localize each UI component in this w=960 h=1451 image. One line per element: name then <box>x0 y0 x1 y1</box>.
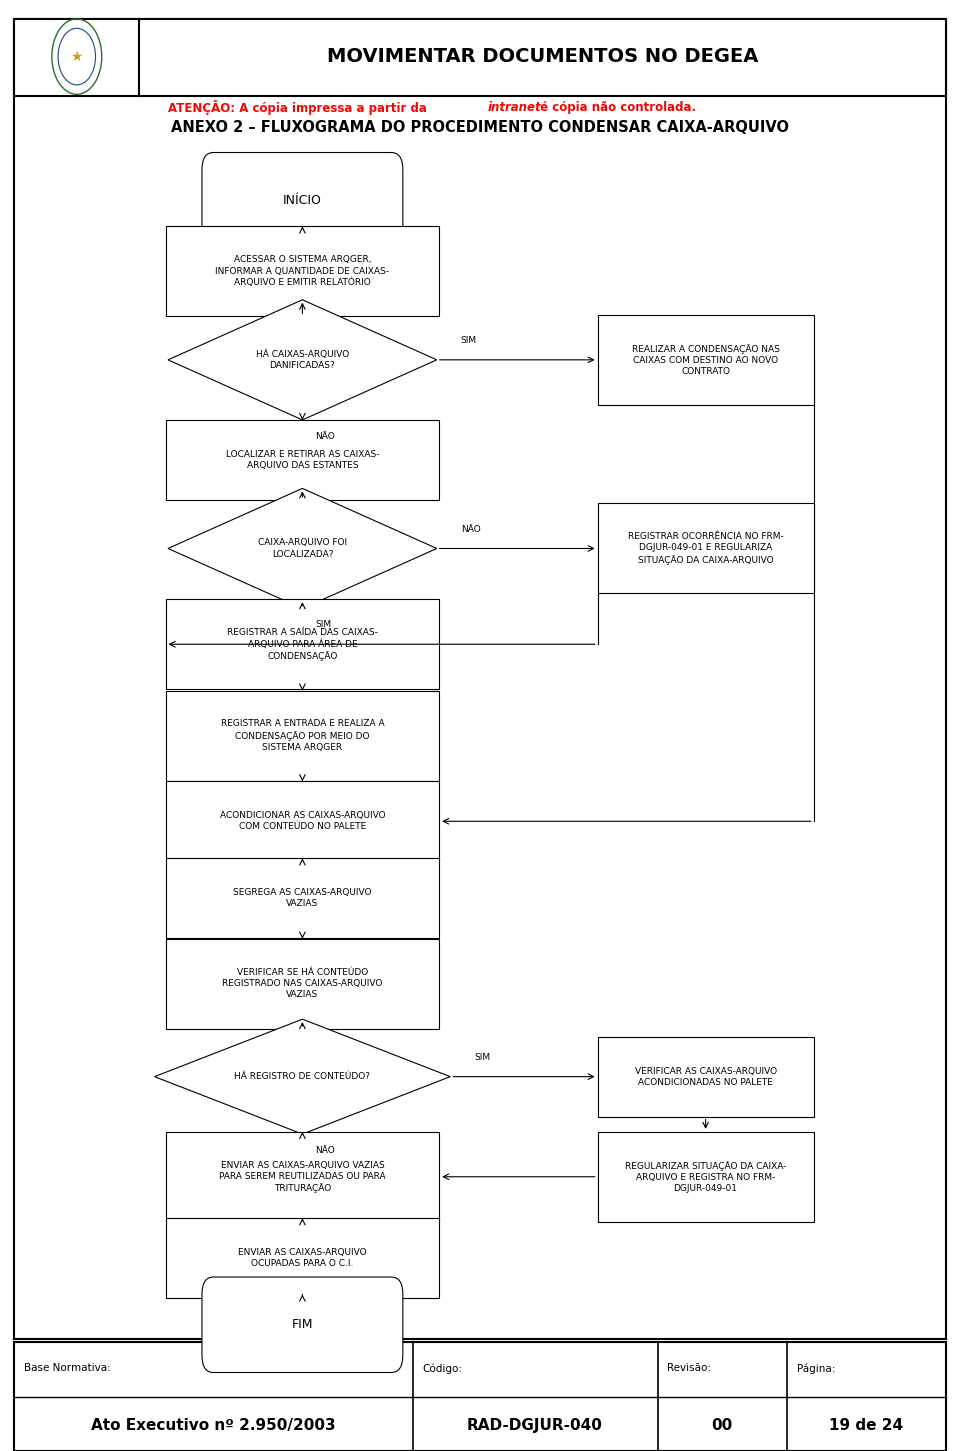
FancyBboxPatch shape <box>202 152 403 248</box>
FancyBboxPatch shape <box>597 315 813 405</box>
Polygon shape <box>155 1019 450 1135</box>
FancyBboxPatch shape <box>166 1132 440 1222</box>
Text: NÃO: NÃO <box>315 431 335 441</box>
Text: 00: 00 <box>711 1419 732 1434</box>
Text: é cópia não controlada.: é cópia não controlada. <box>536 102 696 113</box>
Text: ANEXO 2 – FLUXOGRAMA DO PROCEDIMENTO CONDENSAR CAIXA-ARQUIVO: ANEXO 2 – FLUXOGRAMA DO PROCEDIMENTO CON… <box>171 120 789 135</box>
Text: ENVIAR AS CAIXAS-ARQUIVO VAZIAS
PARA SEREM REUTILIZADAS OU PARA
TRITURAÇÃO: ENVIAR AS CAIXAS-ARQUIVO VAZIAS PARA SER… <box>219 1161 386 1193</box>
FancyBboxPatch shape <box>597 1132 813 1222</box>
Text: Ato Executivo nº 2.950/2003: Ato Executivo nº 2.950/2003 <box>91 1419 335 1434</box>
Text: REALIZAR A CONDENSAÇÃO NAS
CAIXAS COM DESTINO AO NOVO
CONTRATO: REALIZAR A CONDENSAÇÃO NAS CAIXAS COM DE… <box>632 344 780 376</box>
Text: VERIFICAR SE HÁ CONTEÚDO
REGISTRADO NAS CAIXAS-ARQUIVO
VAZIAS: VERIFICAR SE HÁ CONTEÚDO REGISTRADO NAS … <box>222 968 383 1000</box>
Text: ACESSAR O SISTEMA ARQGER,
INFORMAR A QUANTIDADE DE CAIXAS-
ARQUIVO E EMITIR RELA: ACESSAR O SISTEMA ARQGER, INFORMAR A QUA… <box>215 255 390 287</box>
FancyBboxPatch shape <box>166 421 440 499</box>
Text: REGULARIZAR SITUAÇÃO DA CAIXA-
ARQUIVO E REGISTRA NO FRM-
DGJUR-049-01: REGULARIZAR SITUAÇÃO DA CAIXA- ARQUIVO E… <box>625 1161 786 1193</box>
FancyBboxPatch shape <box>166 691 440 781</box>
Text: REGISTRAR OCORRÊNCIA NO FRM-
DGJUR-049-01 E REGULARIZA
SITUAÇÃO DA CAIXA-ARQUIVO: REGISTRAR OCORRÊNCIA NO FRM- DGJUR-049-0… <box>628 533 783 564</box>
Text: VERIFICAR AS CAIXAS-ARQUIVO
ACONDICIONADAS NO PALETE: VERIFICAR AS CAIXAS-ARQUIVO ACONDICIONAD… <box>635 1066 777 1087</box>
Polygon shape <box>168 489 437 608</box>
FancyBboxPatch shape <box>14 19 946 96</box>
FancyBboxPatch shape <box>166 1219 440 1297</box>
Text: NÃO: NÃO <box>315 1146 335 1155</box>
Text: FIM: FIM <box>292 1319 313 1331</box>
Text: SIM: SIM <box>461 337 477 345</box>
Text: Código:: Código: <box>422 1362 463 1374</box>
FancyBboxPatch shape <box>166 939 440 1029</box>
Text: 19 de 24: 19 de 24 <box>828 1419 903 1434</box>
Text: SIM: SIM <box>315 620 331 630</box>
Text: INÍCIO: INÍCIO <box>283 194 322 206</box>
Text: LOCALIZAR E RETIRAR AS CAIXAS-
ARQUIVO DAS ESTANTES: LOCALIZAR E RETIRAR AS CAIXAS- ARQUIVO D… <box>226 450 379 470</box>
FancyBboxPatch shape <box>597 1036 813 1117</box>
Text: REGISTRAR A SAÍDA DAS CAIXAS-
ARQUIVO PARA ÁREA DE
CONDENSAÇÃO: REGISTRAR A SAÍDA DAS CAIXAS- ARQUIVO PA… <box>227 628 378 660</box>
Text: ATENÇÃO: A cópia impressa a partir da: ATENÇÃO: A cópia impressa a partir da <box>168 100 431 115</box>
Text: RAD-DGJUR-040: RAD-DGJUR-040 <box>467 1419 603 1434</box>
Text: ACONDICIONAR AS CAIXAS-ARQUIVO
COM CONTEÚDO NO PALETE: ACONDICIONAR AS CAIXAS-ARQUIVO COM CONTE… <box>220 811 385 831</box>
FancyBboxPatch shape <box>202 1277 403 1373</box>
FancyBboxPatch shape <box>14 19 946 1339</box>
FancyBboxPatch shape <box>166 599 440 689</box>
Text: SIM: SIM <box>474 1053 491 1062</box>
FancyBboxPatch shape <box>597 503 813 593</box>
Text: ENVIAR AS CAIXAS-ARQUIVO
OCUPADAS PARA O C.I.: ENVIAR AS CAIXAS-ARQUIVO OCUPADAS PARA O… <box>238 1248 367 1268</box>
FancyBboxPatch shape <box>166 782 440 862</box>
Text: HÁ REGISTRO DE CONTEÚDO?: HÁ REGISTRO DE CONTEÚDO? <box>234 1072 371 1081</box>
Text: REGISTRAR A ENTRADA E REALIZA A
CONDENSAÇÃO POR MEIO DO
SISTEMA ARQGER: REGISTRAR A ENTRADA E REALIZA A CONDENSA… <box>221 720 384 752</box>
Text: MOVIMENTAR DOCUMENTOS NO DEGEA: MOVIMENTAR DOCUMENTOS NO DEGEA <box>326 46 758 67</box>
Text: NÃO: NÃO <box>461 525 481 534</box>
FancyBboxPatch shape <box>14 1342 946 1451</box>
Text: intranet: intranet <box>488 102 541 113</box>
FancyBboxPatch shape <box>166 226 440 316</box>
Text: SEGREGA AS CAIXAS-ARQUIVO
VAZIAS: SEGREGA AS CAIXAS-ARQUIVO VAZIAS <box>233 888 372 908</box>
Text: ★: ★ <box>70 49 84 64</box>
Text: HÁ CAIXAS-ARQUIVO
DANIFICADAS?: HÁ CAIXAS-ARQUIVO DANIFICADAS? <box>255 350 349 370</box>
Text: CAIXA-ARQUIVO FOI
LOCALIZADA?: CAIXA-ARQUIVO FOI LOCALIZADA? <box>258 538 347 559</box>
Text: Página:: Página: <box>797 1362 835 1374</box>
FancyBboxPatch shape <box>166 859 440 939</box>
Polygon shape <box>168 300 437 419</box>
Text: Base Normativa:: Base Normativa: <box>24 1364 110 1373</box>
Text: Revisão:: Revisão: <box>667 1364 711 1373</box>
